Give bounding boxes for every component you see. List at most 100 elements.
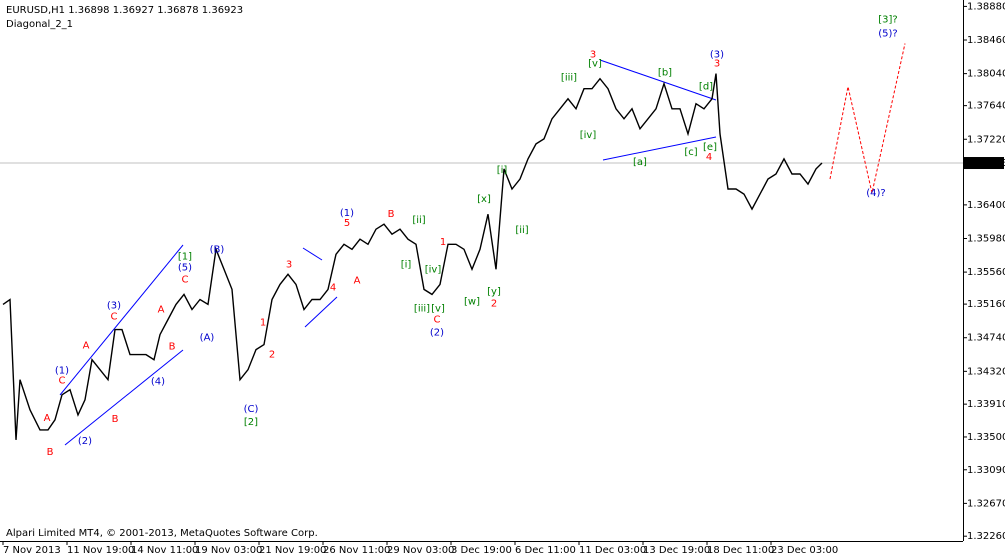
wave-label: (4)? bbox=[866, 188, 885, 199]
trend-line bbox=[304, 296, 338, 328]
wave-label: 1 bbox=[440, 237, 446, 248]
trend-line bbox=[59, 244, 184, 396]
y-tick-label: 1.38880 bbox=[967, 1, 1005, 12]
current-price-box bbox=[964, 157, 1004, 170]
footer: Alpari Limited MT4, © 2001-2013, MetaQuo… bbox=[6, 528, 318, 539]
x-tick-label: 19 Nov 03:00 bbox=[195, 545, 262, 556]
wave-label: [ii] bbox=[412, 215, 425, 226]
trend-line bbox=[599, 59, 717, 101]
wave-label: 4 bbox=[706, 152, 712, 163]
y-tick-label: 1.33090 bbox=[967, 465, 1005, 476]
y-tick-label: 1.32670 bbox=[967, 498, 1005, 509]
wave-label: [i] bbox=[401, 259, 412, 270]
wave-label: (2) bbox=[78, 436, 92, 447]
wave-label: C bbox=[182, 274, 189, 285]
wave-label: C bbox=[59, 376, 66, 387]
wave-label: [w] bbox=[464, 296, 480, 307]
wave-label: (B) bbox=[210, 244, 225, 255]
wave-label: (4) bbox=[151, 377, 165, 388]
y-tick-label: 1.38460 bbox=[967, 35, 1005, 46]
wave-label: 2 bbox=[269, 350, 275, 361]
chart-title: EURUSD,H1 1.36898 1.36927 1.36878 1.3692… bbox=[6, 5, 243, 16]
x-tick-label: 29 Nov 03:00 bbox=[387, 545, 454, 556]
wave-label: 1 bbox=[260, 318, 266, 329]
x-tick-label: 7 Nov 2013 bbox=[3, 545, 61, 556]
y-tick-label: 1.33910 bbox=[967, 399, 1005, 410]
wave-label: 2 bbox=[491, 298, 497, 309]
wave-label: [e] bbox=[703, 142, 717, 153]
wave-label: B bbox=[388, 209, 395, 220]
y-tick-label: 1.38040 bbox=[967, 69, 1005, 80]
x-tick-label: 11 Dec 03:00 bbox=[579, 545, 646, 556]
wave-label: 3 bbox=[286, 259, 292, 270]
wave-label: A bbox=[44, 413, 51, 424]
wave-label: (5) bbox=[178, 262, 192, 273]
trend-lines bbox=[59, 59, 717, 446]
wave-label: B bbox=[112, 414, 119, 425]
wave-label: C bbox=[111, 312, 118, 323]
wave-label: B bbox=[169, 342, 176, 353]
wave-label: A bbox=[158, 304, 165, 315]
y-tick-label: 1.32260 bbox=[967, 531, 1005, 542]
wave-label: [y] bbox=[487, 286, 501, 297]
y-tick-label: 1.34740 bbox=[967, 333, 1005, 344]
wave-label: (3) bbox=[107, 300, 121, 311]
wave-label: [b] bbox=[658, 68, 672, 79]
x-tick-label: 13 Dec 19:00 bbox=[643, 545, 710, 556]
wave-label: (5)? bbox=[878, 29, 897, 40]
wave-label: [v] bbox=[431, 304, 445, 315]
wave-label: (A) bbox=[200, 333, 215, 344]
wave-label: [d] bbox=[699, 82, 713, 93]
price-line bbox=[2, 73, 823, 440]
wave-label: A bbox=[83, 341, 90, 352]
forecast-line bbox=[829, 43, 906, 194]
wave-label: 3 bbox=[590, 50, 596, 61]
wave-label: [ii] bbox=[515, 225, 528, 236]
y-tick-label: 1.33500 bbox=[967, 432, 1005, 443]
wave-label: [1] bbox=[178, 251, 192, 262]
wave-label: B bbox=[47, 447, 54, 458]
x-tick-label: 23 Dec 03:00 bbox=[771, 545, 838, 556]
wave-label: [2] bbox=[244, 417, 258, 428]
y-tick-label: 1.35560 bbox=[967, 267, 1005, 278]
current-price-label: 1.36923 bbox=[967, 158, 1005, 169]
wave-label: (3) bbox=[710, 50, 724, 61]
y-tick-label: 1.35980 bbox=[967, 233, 1005, 244]
trend-line bbox=[602, 136, 717, 161]
x-tick-label: 14 Nov 11:00 bbox=[131, 545, 198, 556]
y-tick-label: 1.35160 bbox=[967, 299, 1005, 310]
wave-label: 3 bbox=[714, 59, 720, 70]
chart-subtitle: Diagonal_2_1 bbox=[6, 19, 73, 30]
wave-label: [3]? bbox=[878, 14, 897, 25]
wave-label: [iv] bbox=[425, 264, 442, 275]
wave-label: C bbox=[434, 314, 441, 325]
wave-label: 4 bbox=[330, 282, 336, 293]
wave-label: [x] bbox=[477, 194, 491, 205]
x-tick-label: 21 Nov 19:00 bbox=[259, 545, 326, 556]
wave-label: [iv] bbox=[580, 130, 597, 141]
wave-label: [i] bbox=[497, 165, 508, 176]
wave-label: [v] bbox=[588, 59, 602, 70]
trend-line bbox=[302, 247, 323, 261]
x-tick-label: 18 Dec 11:00 bbox=[707, 545, 774, 556]
x-tick-label: 6 Dec 11:00 bbox=[515, 545, 576, 556]
wave-label: [iii] bbox=[414, 304, 430, 315]
trend-line bbox=[64, 349, 184, 446]
wave-label: [iii] bbox=[561, 73, 577, 84]
x-tick-label: 3 Dec 19:00 bbox=[451, 545, 512, 556]
wave-label: [a] bbox=[633, 157, 647, 168]
y-tick-label: 1.34320 bbox=[967, 366, 1005, 377]
y-tick-label: 1.36400 bbox=[967, 200, 1005, 211]
x-tick-label: 26 Nov 11:00 bbox=[323, 545, 390, 556]
wave-label: [c] bbox=[684, 147, 697, 158]
y-tick-label: 1.37220 bbox=[967, 134, 1005, 145]
wave-label: (2) bbox=[430, 328, 444, 339]
y-tick-label: 1.37640 bbox=[967, 101, 1005, 112]
wave-label: 5 bbox=[344, 218, 350, 229]
wave-label: (1) bbox=[340, 208, 354, 219]
wave-label: (1) bbox=[55, 366, 69, 377]
wave-label: (C) bbox=[244, 404, 259, 415]
x-tick-label: 11 Nov 19:00 bbox=[67, 545, 134, 556]
